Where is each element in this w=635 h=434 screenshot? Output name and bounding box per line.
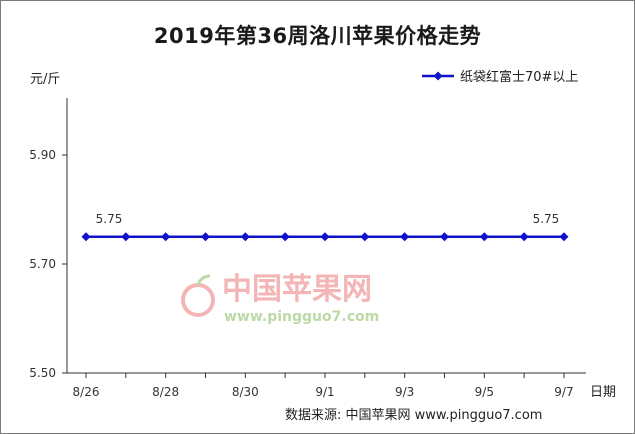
legend: 纸袋红富士70#以上 (422, 66, 578, 85)
y-tick-label: 5.50 (29, 366, 56, 380)
watermark-text: 中国苹果网 (222, 272, 372, 307)
y-axis-unit-label: 元/斤 (30, 72, 61, 87)
y-tick-label: 5.90 (29, 148, 56, 162)
data-point-marker (479, 232, 489, 242)
x-tick-label: 9/7 (554, 385, 573, 399)
data-point-marker (360, 232, 370, 242)
data-point-marker (161, 232, 171, 242)
data-point-marker (439, 232, 449, 242)
data-point-marker (559, 232, 569, 242)
x-tick-label: 8/30 (232, 385, 259, 399)
x-tick-label: 9/3 (395, 385, 414, 399)
x-tick-label: 8/28 (152, 385, 179, 399)
data-label: 5.75 (533, 212, 560, 226)
data-point-marker (240, 232, 250, 242)
data-point-marker (400, 232, 410, 242)
chart-title: 2019年第36周洛川苹果价格走势 (153, 24, 482, 48)
x-tick-label: 9/1 (315, 385, 334, 399)
data-point-marker (519, 232, 529, 242)
x-axis-unit-label: 日期 (590, 385, 617, 400)
legend-series-label: 纸袋红富士70#以上 (460, 70, 579, 85)
data-source-note: 数据来源: 中国苹果网 www.pingguo7.com (285, 408, 543, 423)
watermark-url: www.pingguo7.com (224, 309, 379, 325)
data-point-marker (320, 232, 330, 242)
data-point-marker (280, 232, 290, 242)
watermark: 中国苹果网 www.pingguo7.com (181, 272, 379, 325)
x-tick-label: 9/5 (475, 385, 494, 399)
data-point-marker (121, 232, 131, 242)
apple-logo-icon (181, 274, 215, 317)
data-point-marker (81, 232, 91, 242)
legend-line-marker-icon (422, 71, 454, 80)
y-tick-label: 5.70 (29, 257, 56, 271)
data-label: 5.75 (96, 212, 123, 226)
x-tick-label: 8/26 (73, 385, 100, 399)
data-point-marker (200, 232, 210, 242)
